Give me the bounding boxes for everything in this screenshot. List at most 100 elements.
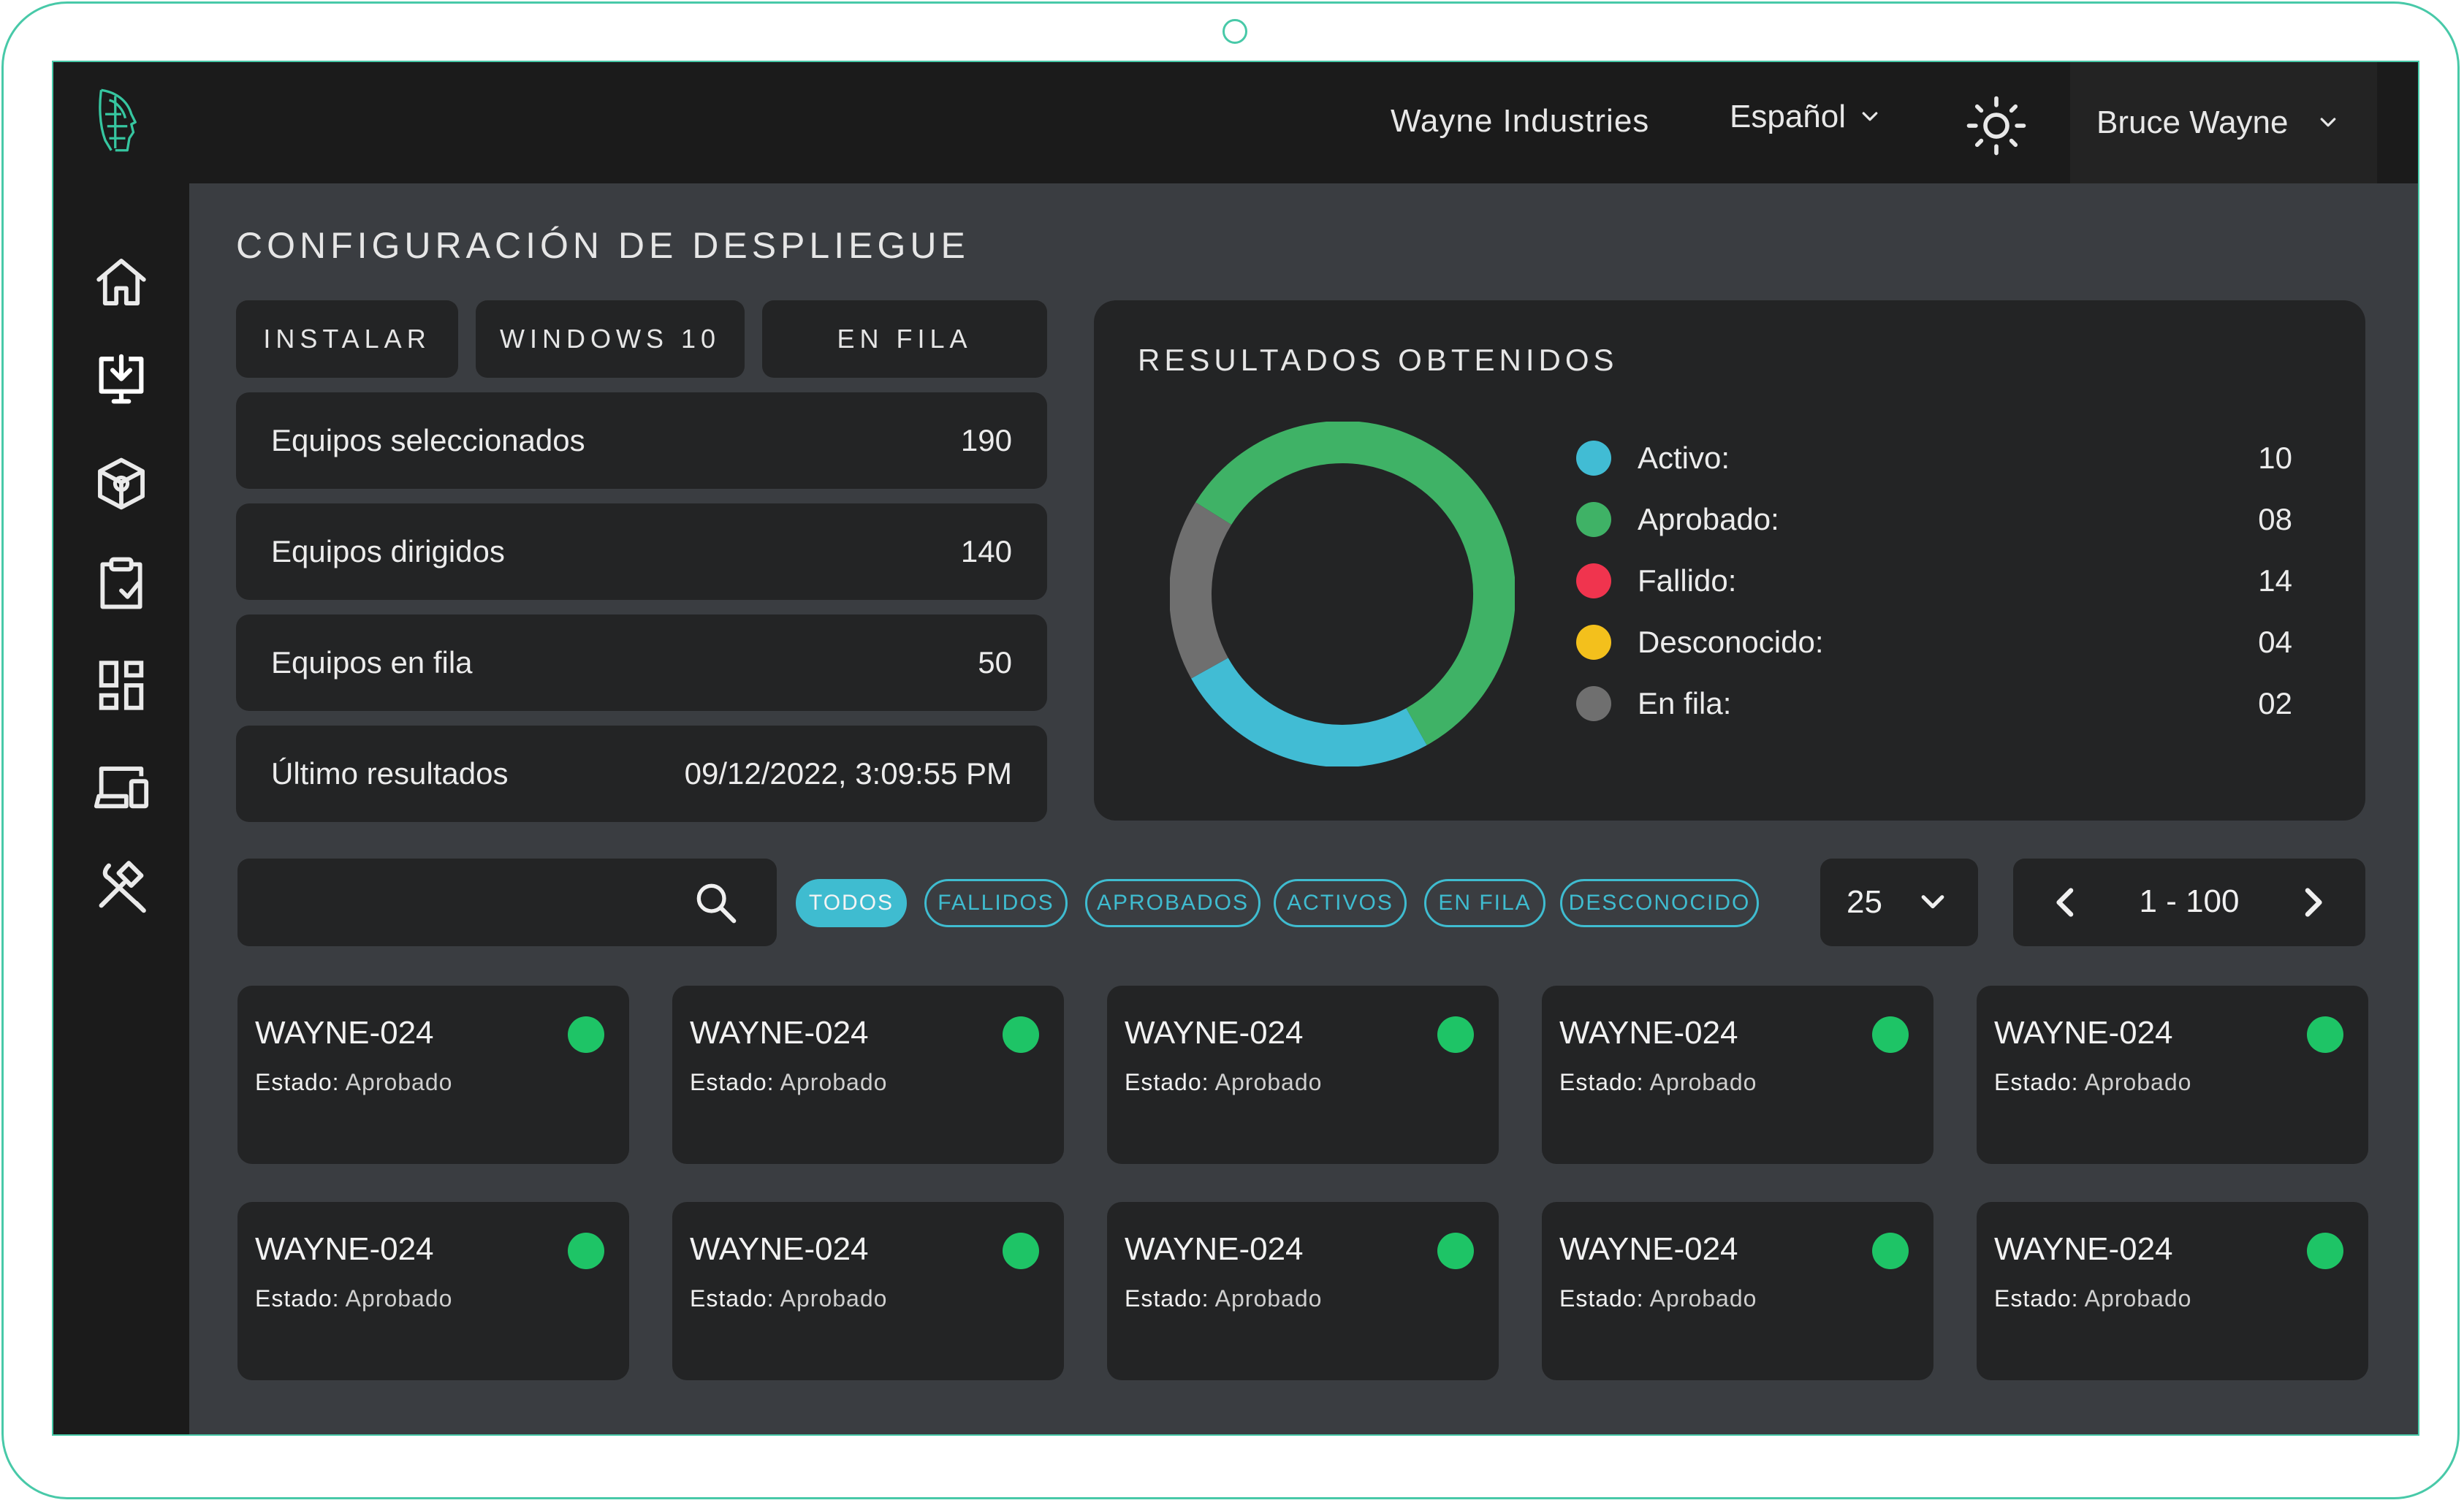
status-dot	[568, 1233, 604, 1269]
chevron-right-icon[interactable]	[2292, 882, 2333, 923]
filter-aprobados[interactable]: APROBADOS	[1085, 879, 1260, 927]
chevron-down-icon	[1862, 112, 1878, 121]
stat-selected: Equipos seleccionados 190	[236, 392, 1047, 489]
stat-value: 50	[978, 645, 1012, 680]
device-state-label: Estado:	[1994, 1069, 2079, 1095]
legend-approved: Aprobado: 08	[1576, 498, 2322, 541]
legend-label: Aprobado:	[1638, 502, 1779, 536]
stat-last-results: Último resultados 09/12/2022, 3:09:55 PM	[236, 726, 1047, 822]
tools-icon	[99, 861, 146, 913]
logo-icon	[99, 88, 137, 152]
device-state: Estado: Aprobado	[690, 1069, 887, 1096]
page-title: CONFIGURACIÓN DE DESPLIEGUE	[236, 225, 970, 266]
filter-todos[interactable]: TODOS	[796, 879, 907, 927]
device-state: Estado: Aprobado	[255, 1069, 452, 1096]
status-dot	[2307, 1233, 2343, 1269]
download-monitor-icon	[99, 354, 144, 404]
search-box	[237, 859, 777, 946]
device-card[interactable]: WAYNE-024 Estado: Aprobado	[1107, 986, 1499, 1164]
device-state: Estado: Aprobado	[690, 1285, 887, 1312]
status-dot	[1872, 1233, 1909, 1269]
device-name: WAYNE-024	[255, 1015, 434, 1051]
stat-label: Equipos seleccionados	[271, 423, 585, 457]
device-state-value: Aprobado	[1649, 1285, 1757, 1312]
app-screen: Wayne Industries Español Bruce Wayne	[52, 61, 2419, 1436]
user-menu[interactable]: Bruce Wayne	[2070, 62, 2377, 183]
device-card[interactable]: WAYNE-024 Estado: Aprobado	[1977, 1202, 2368, 1380]
filter-desconocido[interactable]: DESCONOCIDO	[1560, 879, 1759, 927]
sidebar-item-tasks[interactable]	[81, 550, 161, 616]
filter-activos[interactable]: ACTIVOS	[1274, 879, 1407, 927]
company-name: Wayne Industries	[1391, 103, 1650, 139]
device-state-value: Aprobado	[345, 1069, 453, 1095]
device-name: WAYNE-024	[690, 1231, 869, 1267]
device-state: Estado: Aprobado	[255, 1285, 452, 1312]
tag-queue[interactable]: EN FILA	[762, 300, 1047, 378]
legend-label: En fila:	[1638, 686, 1732, 720]
device-state-value: Aprobado	[780, 1069, 888, 1095]
device-card[interactable]: WAYNE-024 Estado: Aprobado	[1542, 986, 1933, 1164]
legend-value: 02	[2258, 686, 2292, 720]
device-state: Estado: Aprobado	[1125, 1069, 1322, 1096]
legend-dot	[1576, 563, 1611, 598]
device-state-value: Aprobado	[1649, 1069, 1757, 1095]
clipboard-check-icon	[100, 557, 142, 609]
device-state: Estado: Aprobado	[1994, 1285, 2191, 1312]
sun-icon[interactable]	[1963, 93, 2029, 159]
legend-failed: Fallido: 14	[1576, 559, 2322, 603]
sidebar-item-deploy[interactable]	[81, 349, 161, 414]
results-panel: RESULTADOS OBTENIDOS Activo: 10 Aprobado…	[1094, 300, 2365, 821]
status-dot	[1003, 1233, 1039, 1269]
stat-queued: Equipos en fila 50	[236, 614, 1047, 711]
device-card[interactable]: WAYNE-024 Estado: Aprobado	[237, 986, 629, 1164]
stat-targeted: Equipos dirigidos 140	[236, 503, 1047, 600]
user-name: Bruce Wayne	[2096, 104, 2289, 140]
language-selector[interactable]: Español	[1730, 99, 1881, 135]
tag-windows[interactable]: WINDOWS 10	[476, 300, 745, 378]
device-state-label: Estado:	[1994, 1285, 2079, 1312]
legend-unknown: Desconocido: 04	[1576, 620, 2322, 664]
device-state-value: Aprobado	[1214, 1285, 1323, 1312]
device-card[interactable]: WAYNE-024 Estado: Aprobado	[1977, 986, 2368, 1164]
device-state: Estado: Aprobado	[1125, 1285, 1322, 1312]
status-dot	[1872, 1016, 1909, 1053]
sidebar-item-packages[interactable]	[81, 451, 161, 517]
filter-fallidos[interactable]: FALLIDOS	[924, 879, 1068, 927]
device-card[interactable]: WAYNE-024 Estado: Aprobado	[237, 1202, 629, 1380]
results-title: RESULTADOS OBTENIDOS	[1138, 343, 1619, 377]
status-dot	[1437, 1233, 1474, 1269]
device-state-value: Aprobado	[2084, 1069, 2192, 1095]
tag-install[interactable]: INSTALAR	[236, 300, 458, 378]
sidebar-item-home[interactable]	[81, 249, 161, 315]
device-card[interactable]: WAYNE-024 Estado: Aprobado	[672, 986, 1064, 1164]
device-card[interactable]: WAYNE-024 Estado: Aprobado	[1107, 1202, 1499, 1380]
device-state-value: Aprobado	[345, 1285, 453, 1312]
search-icon[interactable]	[692, 879, 739, 926]
status-dot	[2307, 1016, 2343, 1053]
chevron-left-icon[interactable]	[2045, 882, 2086, 923]
device-name: WAYNE-024	[255, 1231, 434, 1267]
device-name: WAYNE-024	[1994, 1231, 2173, 1267]
device-state-label: Estado:	[1125, 1285, 1209, 1312]
device-card[interactable]: WAYNE-024 Estado: Aprobado	[1542, 1202, 1933, 1380]
sidebar-item-tools[interactable]	[81, 853, 161, 918]
device-name: WAYNE-024	[1559, 1015, 1738, 1051]
sidebar-item-devices[interactable]	[81, 753, 161, 819]
page-size-value: 25	[1847, 884, 1882, 920]
stat-label: Equipos dirigidos	[271, 534, 505, 568]
legend-active: Activo: 10	[1576, 436, 2322, 480]
sidebar-item-dashboard[interactable]	[81, 652, 161, 718]
search-input[interactable]	[252, 873, 664, 933]
results-donut-chart	[1170, 422, 1515, 766]
filter-en-fila[interactable]: EN FILA	[1424, 879, 1545, 927]
legend-value: 08	[2258, 502, 2292, 536]
dashboard-grid-icon	[99, 661, 144, 710]
legend-label: Fallido:	[1638, 563, 1737, 598]
page-size-select[interactable]: 25	[1820, 859, 1978, 946]
legend-value: 04	[2258, 625, 2292, 659]
device-state-label: Estado:	[255, 1285, 340, 1312]
stat-label: Equipos en fila	[271, 645, 473, 680]
legend-label: Activo:	[1638, 441, 1730, 475]
device-card[interactable]: WAYNE-024 Estado: Aprobado	[672, 1202, 1064, 1380]
